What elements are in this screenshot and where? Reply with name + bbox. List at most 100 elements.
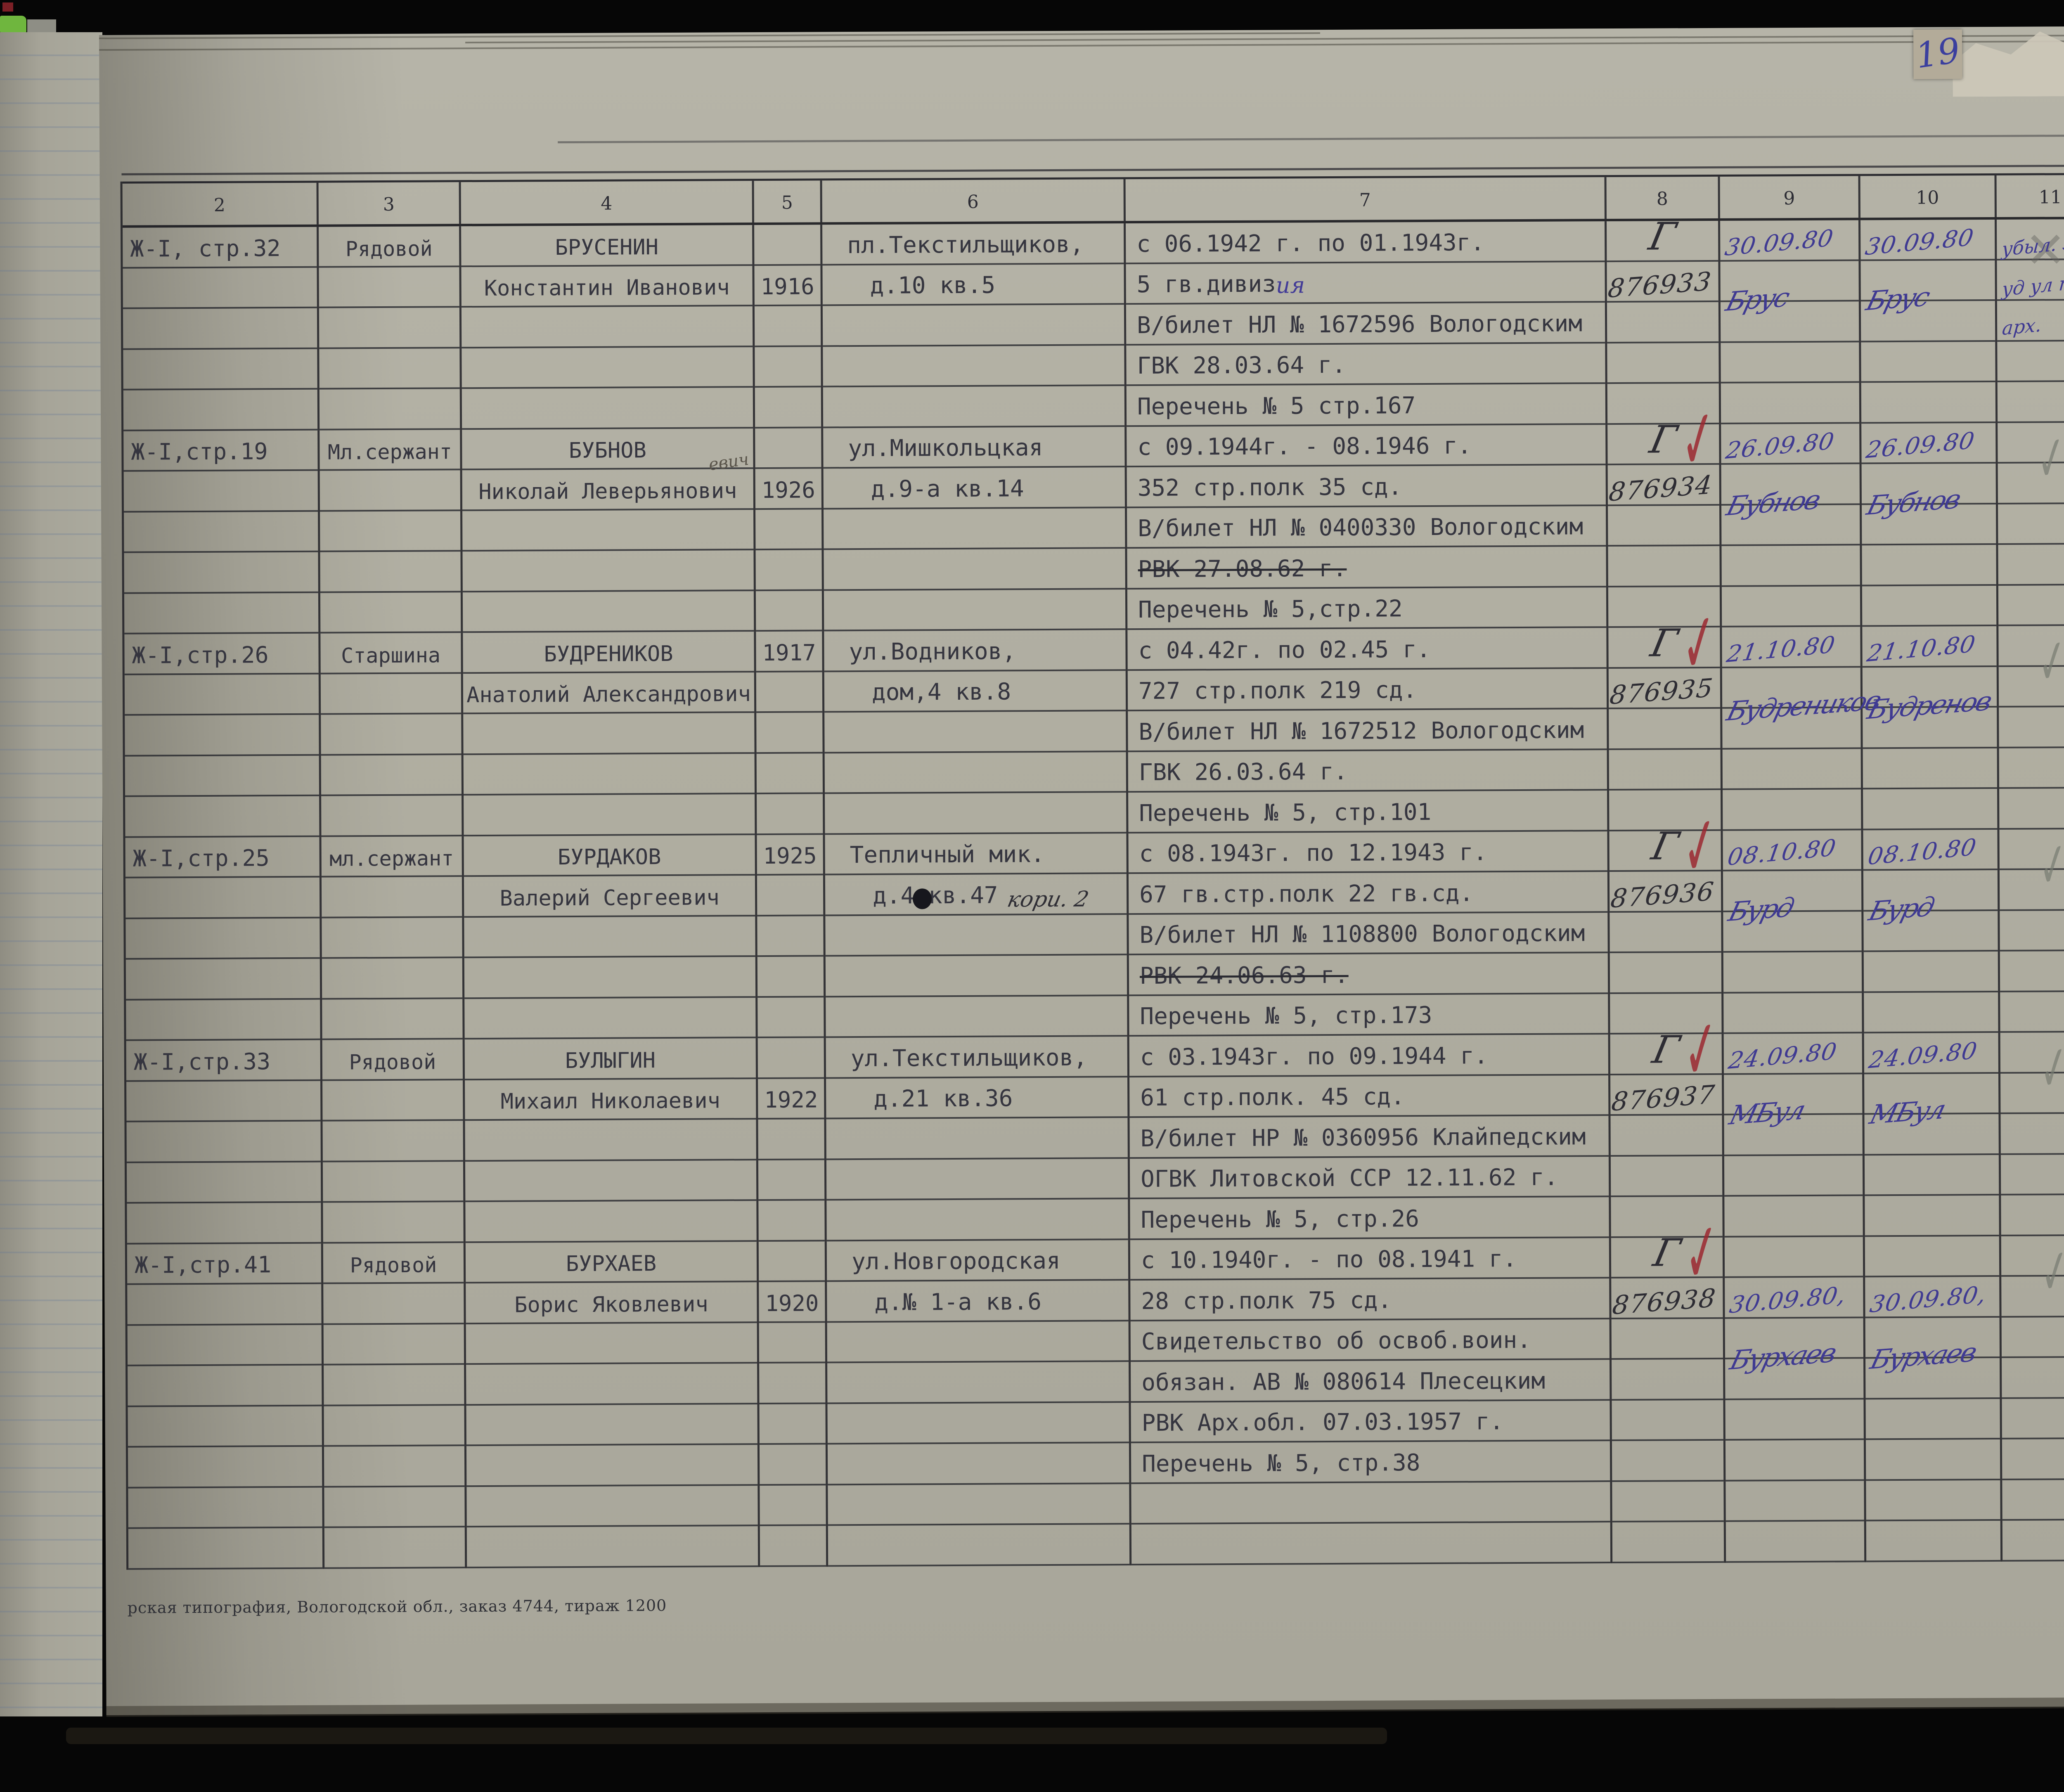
rule-line: В/билет НЛ № 1108800 Вологодским xyxy=(1129,912,1608,956)
rule-line: РВК Арх.обл. 07.03.1957 г. xyxy=(1131,1400,1610,1444)
rule-line xyxy=(1999,748,2064,789)
typed-text: БРУСЕНИН xyxy=(555,234,659,260)
typed-text: Валерий Сергеевич xyxy=(499,885,720,911)
rule-line xyxy=(319,267,459,308)
print-footer: рская типография, Вологодской обл., зака… xyxy=(128,1596,667,1617)
rule-line: 1920 xyxy=(759,1282,825,1323)
rule-line: с 09.1944г. - 08.1946 г. xyxy=(1127,424,1606,468)
cell-rank: Рядовой xyxy=(323,1243,467,1488)
underlying-page-edge xyxy=(0,32,102,1716)
rule-line xyxy=(324,1405,464,1447)
rule-line xyxy=(827,1362,1129,1404)
rule-line xyxy=(465,1201,757,1243)
date-handwritten: 30.09.80 xyxy=(1723,225,1835,261)
rule-line xyxy=(125,877,320,919)
rule-line: 5 гв.дивиз ия xyxy=(1126,262,1605,305)
rule-line: ✓ xyxy=(1998,420,2064,497)
rule-line: БРУСЕНИН xyxy=(461,225,753,267)
rule-line xyxy=(319,389,460,431)
rule-line xyxy=(1612,1481,1724,1523)
typed-text: ГВК 28.03.64 г. xyxy=(1137,351,1346,380)
rule-line xyxy=(1725,1399,1864,1441)
signature-handwritten: Брус xyxy=(1723,282,1792,317)
rule-line xyxy=(824,549,1125,591)
page-stack-edge xyxy=(99,40,2064,51)
table-row: Ж-I,стр.26 Старшина БУДРЕНИКОВ Анатолий Але… xyxy=(124,592,2064,838)
rule-line xyxy=(828,1525,1130,1567)
rule-line: 24.09.80 xyxy=(1723,1033,1863,1075)
rule-line xyxy=(756,753,823,795)
series-letter-handwritten: Г xyxy=(1649,1027,1683,1072)
rule-line: Перечень № 5, стр.26 xyxy=(1130,1197,1609,1240)
column-number: 10 xyxy=(1860,175,1997,218)
rule-line: с 06.1942 г. по 01.1943г. xyxy=(1126,221,1605,264)
rule-line xyxy=(466,1323,757,1365)
typed-text: РВК 27.08.62 г. xyxy=(1138,555,1347,583)
rule-line: Рядовой xyxy=(319,226,459,268)
table-row xyxy=(128,1480,2064,1570)
rule-line xyxy=(125,918,320,960)
rule-line: БУЛЫГИН xyxy=(464,1038,756,1080)
rule-line xyxy=(757,956,824,998)
typed-text: В/билет НР № 0360956 Клайпедским xyxy=(1140,1123,1586,1152)
rule-line xyxy=(826,1158,1128,1201)
cell-note: ✓ xyxy=(2001,1233,2064,1480)
rule-line xyxy=(755,346,821,388)
cell-year: 1925 xyxy=(757,834,826,1039)
rule-line: МБул xyxy=(1724,1074,1863,1131)
rule-line xyxy=(1865,1236,2000,1278)
rule-line: ✓ xyxy=(1999,827,2064,904)
blank-number-handwritten: 876933 xyxy=(1606,266,1714,304)
rule-line xyxy=(1609,708,1721,750)
rule-line xyxy=(466,1404,757,1446)
rule-line xyxy=(463,753,755,796)
rule-line xyxy=(757,997,824,1039)
rule-line xyxy=(322,917,462,959)
rule-line xyxy=(1610,912,1721,954)
rule-line xyxy=(824,508,1125,550)
cell-ref: Ж-I, стр.32 xyxy=(123,227,320,431)
rule-line xyxy=(321,755,462,796)
rule-line: Рядовой xyxy=(322,1039,463,1081)
typed-text: 1926 xyxy=(761,476,815,503)
rule-line xyxy=(462,388,753,430)
red-check-icon: ✓ xyxy=(1681,795,1720,898)
cell-note: ✓ xyxy=(1998,420,2064,626)
rule-line xyxy=(126,1121,321,1163)
typed-text: БУЛЫГИН xyxy=(565,1048,656,1073)
typed-text: В/билет НЛ № 1672596 Вологодским xyxy=(1136,310,1583,339)
rule-line: д.№ 1-а кв.6 xyxy=(827,1281,1129,1323)
cell-service: с 03.1943г. по 09.1944 г. 61 стр.полк. 45… xyxy=(1129,1034,1611,1240)
rule-line xyxy=(128,1406,322,1448)
rule-line: Рядовой xyxy=(323,1243,464,1284)
rule-line: БУРДАКОВ xyxy=(464,835,755,877)
rule-line: убыл. З у✕ xyxy=(1996,219,2064,279)
rule-line: В/билет НР № 0360956 Клайпедским xyxy=(1129,1116,1609,1159)
rule-line xyxy=(319,348,460,390)
rule-line xyxy=(755,428,821,469)
signature-handwritten: Бурд xyxy=(1725,892,1796,928)
rule-line xyxy=(1612,1522,1724,1563)
rule-line xyxy=(754,306,821,347)
typed-text: ул.Водников, xyxy=(849,637,1016,665)
typed-text: с 04.42г. по 02.45 г. xyxy=(1138,636,1431,664)
column-number: 8 xyxy=(1606,176,1720,219)
rule-line: 1916 xyxy=(754,265,821,307)
rule-line xyxy=(1721,342,1859,383)
date-handwritten: 30.09.80, xyxy=(1868,1281,1988,1318)
cell-ref: Ж-I,стр.26 xyxy=(124,633,322,838)
cell-received: 30.09.80, Бурхаев xyxy=(1865,1236,2002,1481)
rule-line: Перечень № 5, стр.173 xyxy=(1129,994,1608,1037)
series-letter-handwritten: Г xyxy=(1650,1231,1684,1275)
typed-text: Перечень № 5 стр.167 xyxy=(1137,392,1416,420)
pencil-check-icon: ✓ xyxy=(2038,1233,2064,1311)
cell-ref xyxy=(128,1487,325,1570)
rule-line xyxy=(826,1199,1128,1241)
typed-text: Тепличный мик. xyxy=(850,841,1045,869)
typed-text: пл.Текстильщиков, xyxy=(847,231,1084,259)
cell-name: БУРДАКОВ Валерий Сергеевич xyxy=(464,835,758,1040)
rule-line xyxy=(464,794,755,836)
typed-text: Борис Яковлевич xyxy=(514,1292,708,1318)
rule-line: Перечень № 5,стр.22 xyxy=(1127,587,1607,630)
